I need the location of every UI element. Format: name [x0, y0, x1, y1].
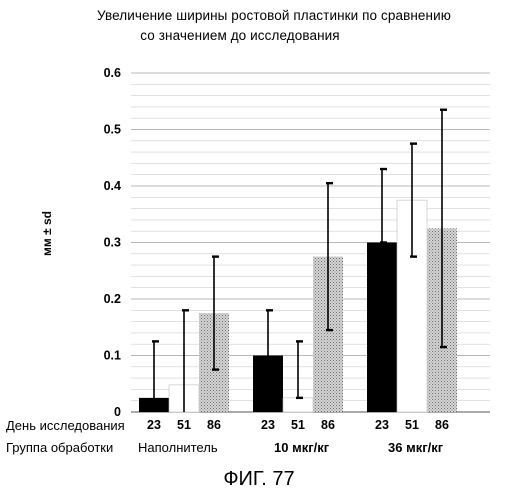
day-row-label: День исследования	[6, 418, 125, 433]
bar-chart: 0 0.1 0.2 0.3 0.4 0.5 0.6	[0, 0, 518, 470]
y-tick-label: 0.4	[104, 179, 121, 193]
group-row-label: Группа обработки	[6, 440, 113, 455]
day-label: 23	[139, 418, 169, 432]
day-label: 51	[283, 418, 313, 432]
y-axis-label: мм ± sd	[40, 211, 54, 256]
day-label: 86	[199, 418, 229, 432]
bar-day-23	[367, 243, 397, 413]
day-label: 86	[313, 418, 343, 432]
group-label: 10 мкг/кг	[274, 440, 329, 455]
day-label: 51	[169, 418, 199, 432]
figure-caption: ФИГ. 77	[0, 468, 518, 491]
group-label: 36 мкг/кг	[388, 440, 443, 455]
day-label: 23	[367, 418, 397, 432]
day-label: 23	[253, 418, 283, 432]
y-tick-label: 0.5	[104, 123, 121, 137]
y-tick-label: 0.1	[104, 349, 121, 363]
day-label: 51	[397, 418, 427, 432]
y-axis-ticks: 0 0.1 0.2 0.3 0.4 0.5 0.6	[104, 66, 121, 419]
bar-day-51	[283, 398, 313, 412]
day-label: 86	[427, 418, 457, 432]
y-tick-label: 0	[114, 405, 121, 419]
y-tick-label: 0.2	[104, 292, 121, 306]
y-tick-label: 0.6	[104, 66, 121, 80]
y-tick-label: 0.3	[104, 236, 121, 250]
group-label: Наполнитель	[138, 440, 218, 455]
